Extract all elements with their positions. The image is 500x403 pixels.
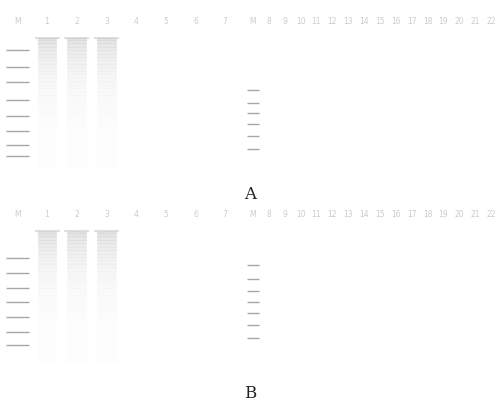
Text: B: B bbox=[244, 384, 256, 402]
Text: 2: 2 bbox=[74, 17, 79, 25]
Text: 2: 2 bbox=[74, 210, 79, 219]
Text: 7: 7 bbox=[222, 17, 228, 25]
Text: 19: 19 bbox=[438, 17, 448, 25]
Text: 3: 3 bbox=[104, 17, 109, 25]
Text: 13: 13 bbox=[344, 17, 353, 25]
Text: 20: 20 bbox=[454, 17, 464, 25]
Text: 14: 14 bbox=[359, 17, 369, 25]
Text: M: M bbox=[250, 17, 256, 25]
Text: 6: 6 bbox=[193, 210, 198, 219]
Text: 11: 11 bbox=[312, 17, 321, 25]
Text: 18: 18 bbox=[423, 210, 432, 219]
Text: 5: 5 bbox=[164, 17, 168, 25]
Text: 9: 9 bbox=[282, 17, 287, 25]
Text: 10: 10 bbox=[296, 210, 306, 219]
Text: 15: 15 bbox=[375, 210, 385, 219]
Text: 22: 22 bbox=[486, 210, 496, 219]
Text: 17: 17 bbox=[407, 17, 416, 25]
Text: 1: 1 bbox=[44, 210, 50, 219]
Text: 4: 4 bbox=[134, 210, 138, 219]
Text: 14: 14 bbox=[359, 210, 369, 219]
Text: 10: 10 bbox=[296, 17, 306, 25]
Text: 18: 18 bbox=[423, 17, 432, 25]
Text: 4: 4 bbox=[134, 17, 138, 25]
Text: A: A bbox=[244, 186, 256, 203]
Text: 3: 3 bbox=[104, 210, 109, 219]
Text: 15: 15 bbox=[375, 17, 385, 25]
Text: M: M bbox=[250, 210, 256, 219]
Text: 8: 8 bbox=[266, 210, 271, 219]
Text: 19: 19 bbox=[438, 210, 448, 219]
Text: 21: 21 bbox=[470, 17, 480, 25]
Text: 9: 9 bbox=[282, 210, 287, 219]
Text: 7: 7 bbox=[222, 210, 228, 219]
Text: 12: 12 bbox=[328, 17, 337, 25]
Text: 8: 8 bbox=[266, 17, 271, 25]
Text: 5: 5 bbox=[164, 210, 168, 219]
Text: 16: 16 bbox=[391, 210, 400, 219]
Text: 21: 21 bbox=[470, 210, 480, 219]
Text: 17: 17 bbox=[407, 210, 416, 219]
Text: 13: 13 bbox=[344, 210, 353, 219]
Text: M: M bbox=[14, 17, 20, 25]
Text: 20: 20 bbox=[454, 210, 464, 219]
Text: 11: 11 bbox=[312, 210, 321, 219]
Text: 22: 22 bbox=[486, 17, 496, 25]
Text: 1: 1 bbox=[44, 17, 50, 25]
Text: M: M bbox=[14, 210, 20, 219]
Text: 16: 16 bbox=[391, 17, 400, 25]
Text: 12: 12 bbox=[328, 210, 337, 219]
Text: 6: 6 bbox=[193, 17, 198, 25]
